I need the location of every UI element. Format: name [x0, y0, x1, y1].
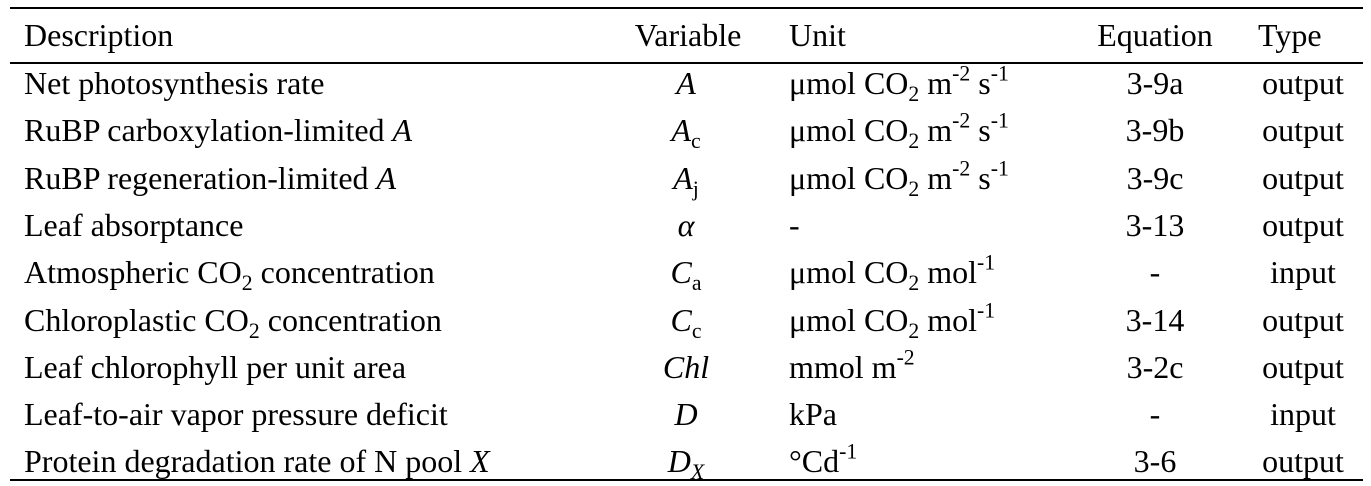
cell-equation: 3-14: [1125, 301, 1185, 338]
header-unit: Unit: [789, 17, 846, 53]
header-type: Type: [1258, 17, 1322, 53]
table-header-row: Description Variable Unit Equation Type: [10, 11, 1363, 59]
cell-description: Leaf-to-air vapor pressure deficit: [24, 396, 448, 433]
cell-equation: 3-9c: [1126, 159, 1184, 196]
cell-type: output: [1262, 206, 1344, 243]
table-row: RuBP carboxylation-limited A Ac μmol CO2 m…: [10, 106, 1363, 154]
cell-description: Atmospheric CO2 concentration: [24, 254, 435, 296]
cell-type: input: [1270, 396, 1336, 433]
cell-type: output: [1262, 348, 1344, 385]
cell-unit: -: [789, 206, 800, 243]
table-row: Atmospheric CO2 concentration Ca μmol CO2 …: [10, 248, 1363, 296]
cell-unit: μmol CO2 m-2 s-1: [789, 61, 1009, 106]
cell-type: output: [1262, 159, 1344, 196]
table-row: Leaf chlorophyll per unit area Chl mmol m-…: [10, 343, 1363, 391]
cell-equation: -: [1149, 396, 1161, 433]
header-variable: Variable: [634, 17, 742, 53]
cell-equation: 3-9b: [1125, 112, 1185, 149]
cell-variable: A: [676, 65, 696, 101]
cell-equation: 3-13: [1125, 206, 1185, 243]
cell-type: output: [1262, 112, 1344, 149]
header-description: Description: [24, 17, 174, 53]
cell-equation: 3-6: [1133, 443, 1177, 480]
cell-variable: Ca: [670, 254, 702, 296]
cell-description: Net photosynthesis rate: [24, 65, 325, 101]
table-row: RuBP regeneration-limited A Aj μmol CO2 m-…: [10, 154, 1363, 202]
cell-variable: Cc: [670, 301, 702, 343]
table-header-rule: [10, 62, 1363, 64]
cell-type: input: [1270, 254, 1336, 291]
cell-unit: mmol m-2: [789, 345, 915, 385]
cell-variable: D: [674, 396, 698, 433]
cell-unit: μmol CO2 mol-1: [789, 250, 996, 296]
cell-type: output: [1262, 301, 1344, 338]
table-bottom-rule: [10, 479, 1363, 481]
table-row: Protein degradation rate of N pool X DX °C…: [10, 437, 1363, 485]
cell-unit: μmol CO2 m-2 s-1: [789, 108, 1009, 154]
cell-equation: 3-9a: [1126, 65, 1184, 101]
cell-variable: α: [677, 206, 695, 243]
cell-variable: DX: [667, 443, 705, 485]
cell-description: RuBP carboxylation-limited A: [24, 112, 413, 149]
cell-type: output: [1262, 443, 1344, 480]
cell-unit: μmol CO2 mol-1: [789, 298, 996, 343]
cell-description: Protein degradation rate of N pool X: [24, 443, 490, 480]
table-top-rule: [10, 7, 1363, 9]
table-row: Chloroplastic CO2 concentration Cc μmol CO…: [10, 296, 1363, 344]
cell-variable: Ac: [671, 112, 701, 154]
cell-description: Chloroplastic CO2 concentration: [24, 301, 442, 343]
cell-type: output: [1262, 65, 1344, 101]
header-equation: Equation: [1097, 17, 1213, 53]
cell-variable: Chl: [662, 348, 710, 385]
cell-variable: Aj: [673, 159, 699, 201]
cell-description: Leaf chlorophyll per unit area: [24, 348, 407, 385]
cell-equation: -: [1149, 254, 1161, 291]
cell-unit: kPa: [789, 396, 837, 433]
cell-equation: 3-2c: [1126, 348, 1184, 385]
cell-unit: μmol CO2 m-2 s-1: [789, 156, 1009, 201]
cell-description: Leaf absorptance: [24, 206, 244, 243]
cell-description: RuBP regeneration-limited A: [24, 159, 397, 196]
cell-unit: °Cd-1: [789, 439, 858, 480]
table-row: Leaf absorptance α - 3-13 output: [10, 201, 1363, 249]
